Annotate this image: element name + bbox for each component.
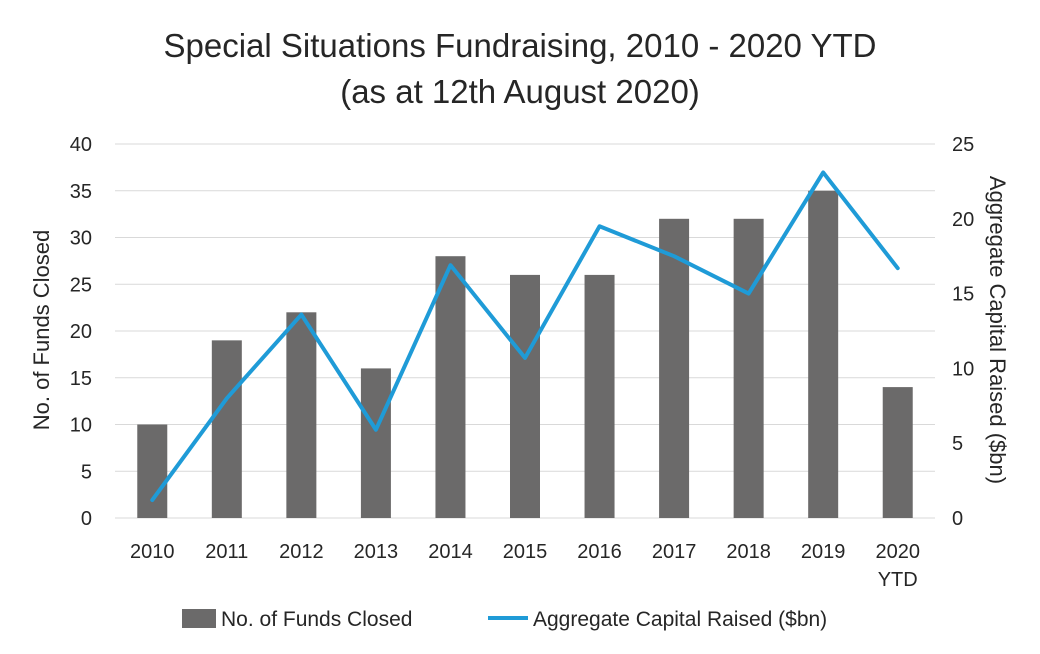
y-tick-label-left: 0 [81, 508, 92, 530]
bar [211, 340, 242, 518]
chart-subtitle: (as at 12th August 2020) [340, 73, 700, 110]
y-tick-label-left: 30 [70, 228, 92, 250]
bar [286, 312, 317, 518]
x-tick-label: 2018 [726, 541, 771, 563]
y-axis-title-left: No. of Funds Closed [29, 230, 54, 431]
y-tick-label-right: 0 [952, 508, 963, 530]
bar [584, 274, 615, 518]
y-tick-label-right: 15 [952, 284, 974, 306]
bars [137, 190, 913, 519]
x-tick-label: 2017 [652, 541, 697, 563]
bar [137, 424, 168, 518]
bar [659, 218, 690, 519]
y-tick-label-right: 25 [952, 134, 974, 156]
y-tick-label-left: 35 [70, 181, 92, 203]
y-tick-label-left: 15 [70, 368, 92, 390]
y-tick-label-left: 5 [81, 461, 92, 483]
y-axis-left: 0 5 10 15 20 25 30 35 40 [70, 134, 92, 530]
x-tick-label: 2010 [130, 541, 175, 563]
bar [360, 368, 391, 518]
y-tick-label-right: 10 [952, 358, 974, 380]
legend-label-bars: No. of Funds Closed [221, 608, 412, 631]
line-series [150, 170, 900, 503]
bar [733, 218, 764, 519]
bar [882, 387, 913, 518]
y-tick-label-left: 10 [70, 415, 92, 437]
x-tick-label: 2019 [801, 541, 846, 563]
x-tick-label: 2016 [577, 541, 622, 563]
legend-swatch-bars [182, 609, 216, 628]
x-tick-label: 2012 [279, 541, 324, 563]
y-tick-label-left: 40 [70, 134, 92, 156]
x-tick-label: 2013 [354, 541, 399, 563]
x-tick-label: 2015 [503, 541, 548, 563]
y-tick-label-left: 20 [70, 321, 92, 343]
bar [510, 274, 540, 518]
x-tick-label: 2011 [205, 541, 248, 563]
legend-label-line: Aggregate Capital Raised ($bn) [533, 608, 827, 631]
y-tick-label-right: 20 [952, 209, 974, 231]
y-axis-title-right: Aggregate Capital Raised ($bn) [985, 176, 1010, 484]
bar [435, 256, 466, 518]
y-tick-label-left: 25 [70, 274, 92, 296]
x-tick-label: 2020 YTD [875, 541, 920, 591]
x-axis: 2010 2011 2012 2013 2014 2015 2016 2017 2018 2019… [130, 541, 920, 591]
bar [808, 190, 839, 518]
x-tick-label: 2014 [428, 541, 473, 563]
y-axis-right: 0 5 10 15 20 25 [952, 134, 974, 530]
y-tick-label-right: 5 [952, 433, 963, 455]
legend: No. of Funds Closed Aggregate Capital Ra… [182, 608, 827, 631]
chart-title: Special Situations Fundraising, 2010 - 2… [164, 27, 877, 64]
